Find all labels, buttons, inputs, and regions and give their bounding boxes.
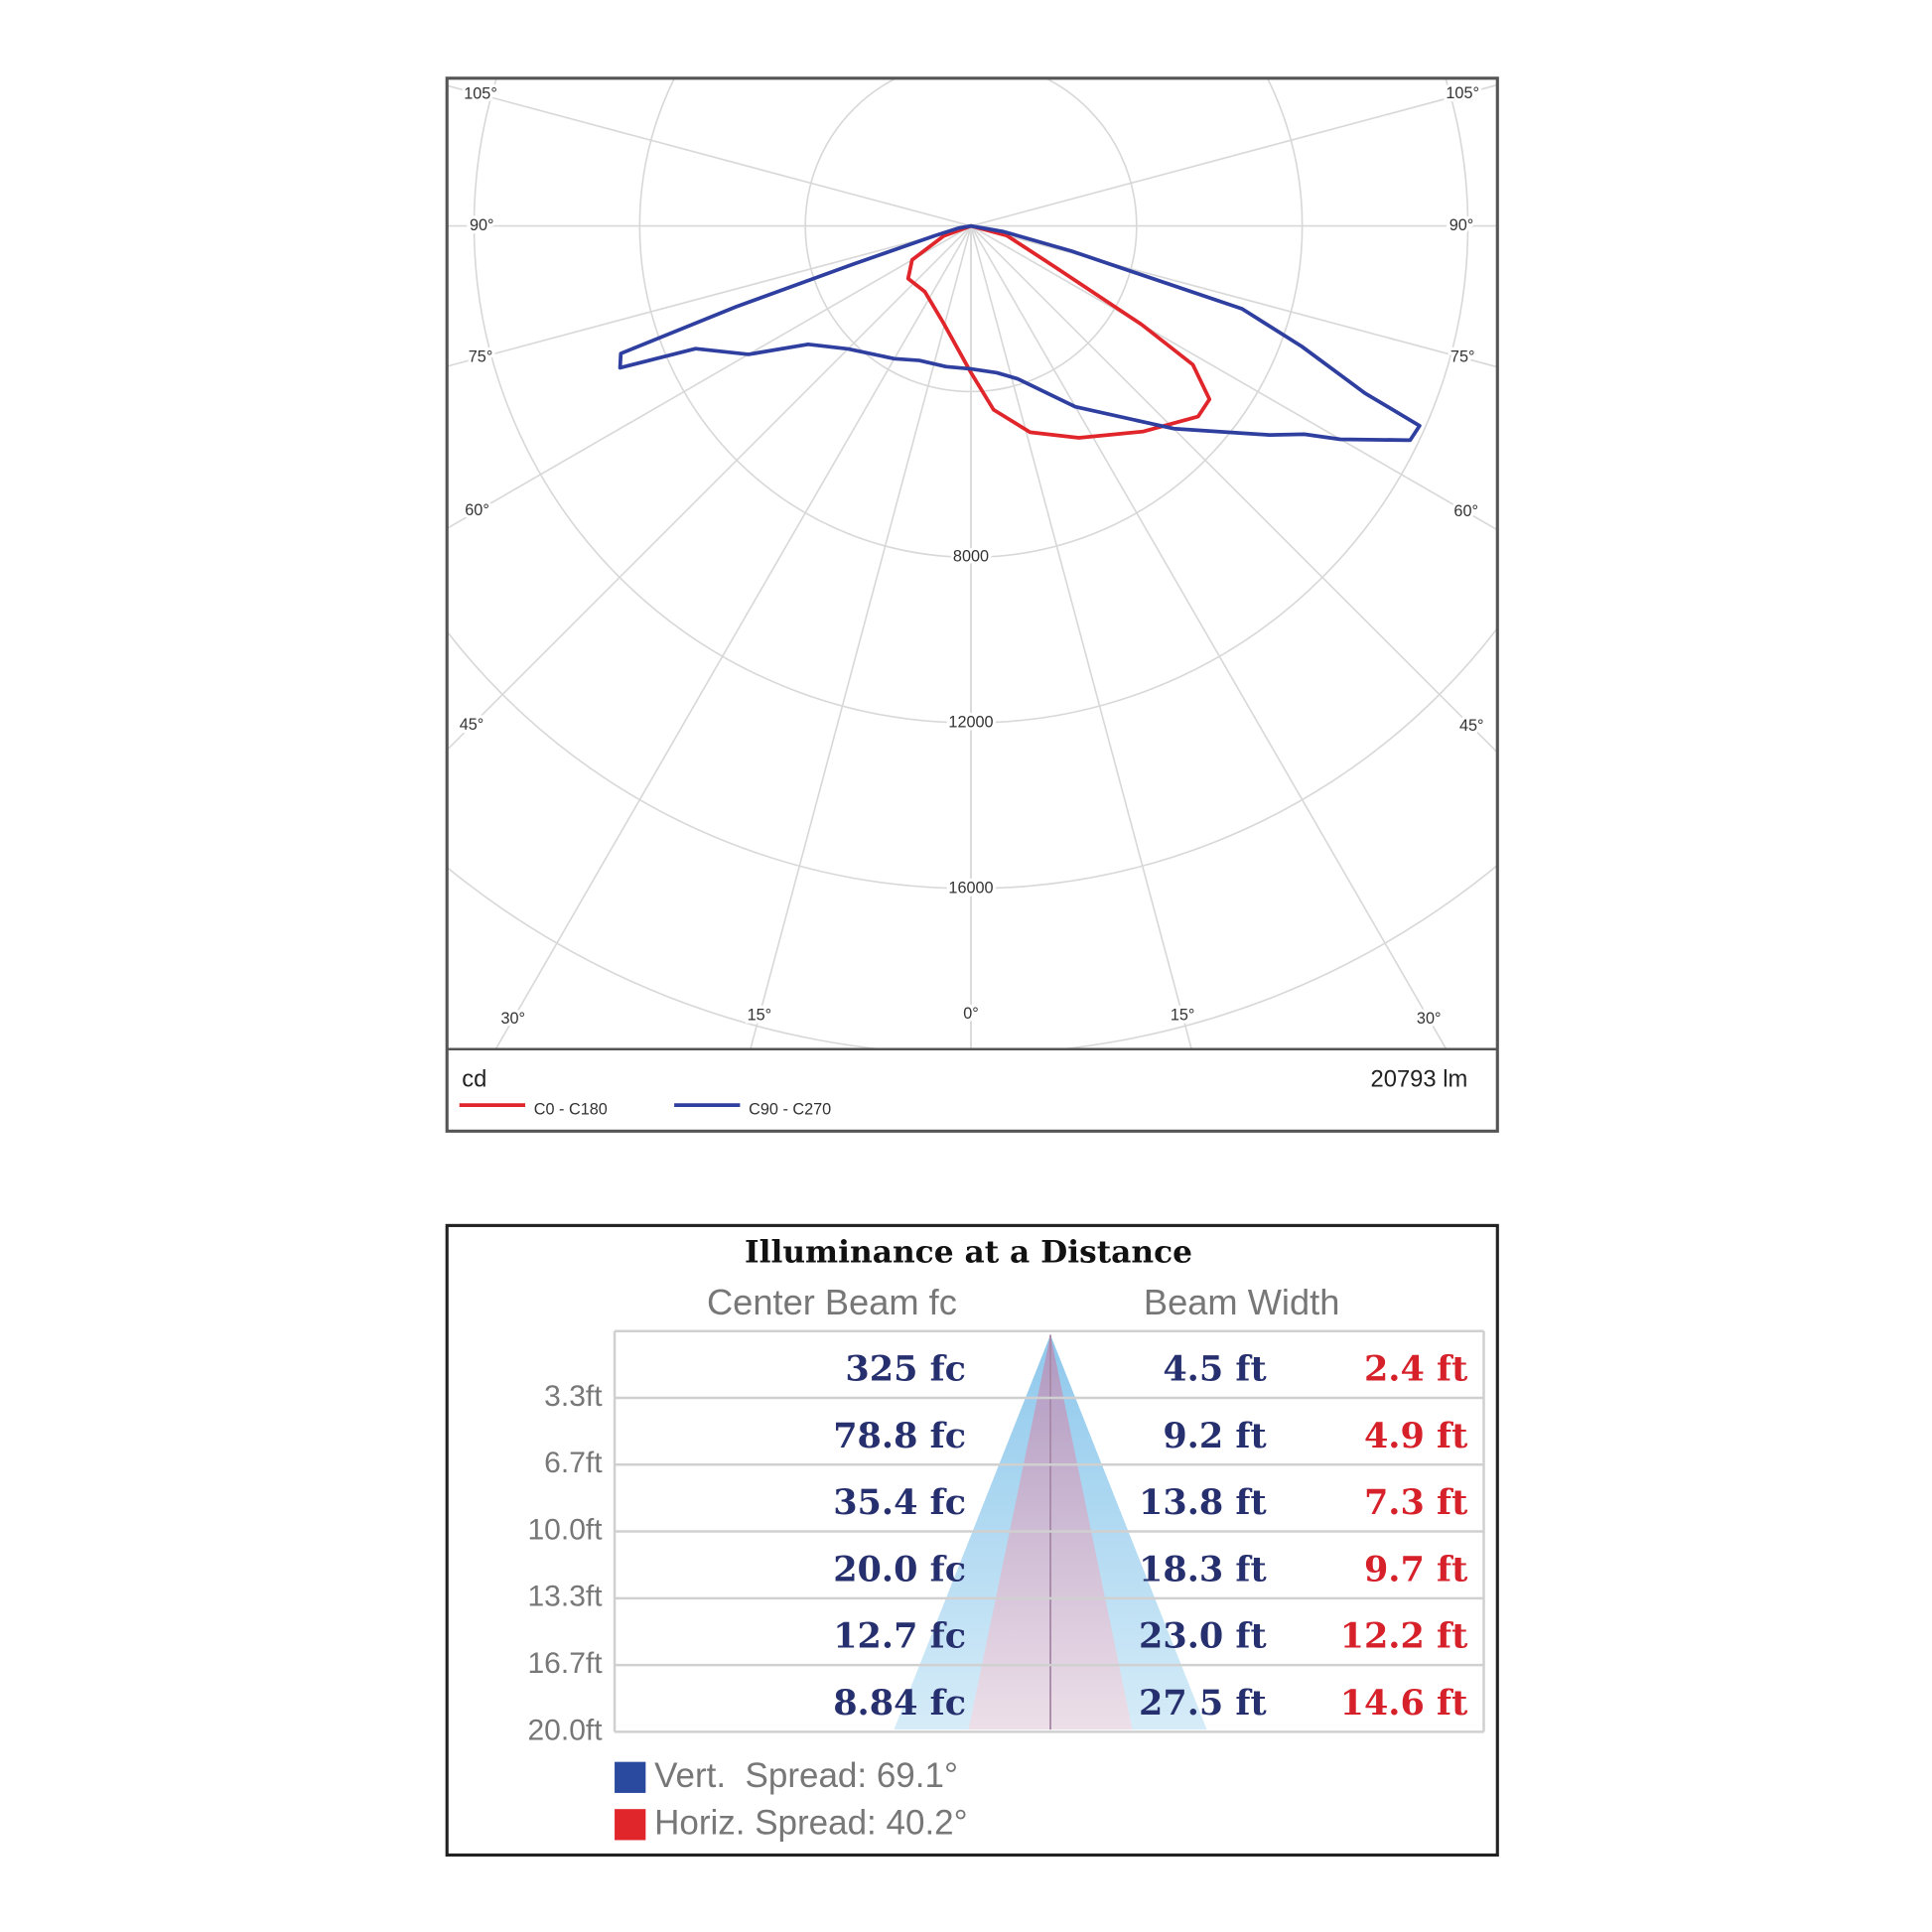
angle-tick-label: 45° bbox=[1459, 717, 1484, 735]
grid-spoke bbox=[970, 224, 1497, 368]
vert-width: 18.3 ft bbox=[1139, 1549, 1267, 1589]
horiz-width: 7.3 ft bbox=[1364, 1482, 1467, 1523]
distance-label: 3.3ft bbox=[544, 1380, 603, 1413]
grid-spoke bbox=[970, 225, 1448, 1049]
table: 3.3ft 325 fc 4.5 ft 2.4 ft 6.7ft 78.8 fc 9.2 f… bbox=[527, 1329, 1485, 1843]
angle-tick-label: 15° bbox=[1171, 1006, 1195, 1024]
vert-width: 27.5 ft bbox=[1139, 1683, 1267, 1724]
vert-width: 23.0 ft bbox=[1139, 1616, 1267, 1657]
horiz-width: 4.9 ft bbox=[1364, 1416, 1467, 1456]
column-header: Beam Width bbox=[1144, 1282, 1339, 1322]
angle-tick-label: 75° bbox=[469, 347, 493, 365]
center-beam: 325 fc bbox=[845, 1349, 966, 1390]
angle-tick-label: 30° bbox=[1417, 1010, 1442, 1028]
legend-label: C0 - C180 bbox=[534, 1100, 608, 1118]
distance-label: 6.7ft bbox=[544, 1447, 603, 1479]
series-curve bbox=[618, 223, 1422, 443]
legend-label: Horiz. Spread: 40.2° bbox=[654, 1804, 968, 1843]
angle-tick-label: 30° bbox=[500, 1010, 525, 1028]
angle-tick-label: 45° bbox=[460, 716, 484, 734]
grid-spoke bbox=[970, 225, 1193, 1049]
horiz-width: 14.6 ft bbox=[1340, 1683, 1468, 1724]
center-beam: 78.8 fc bbox=[833, 1416, 966, 1456]
table-title: Illuminance at a Distance bbox=[745, 1235, 1192, 1271]
center-beam: 20.0 fc bbox=[833, 1549, 966, 1589]
distance-label: 10.0ft bbox=[527, 1513, 603, 1546]
legend-label: Vert. Spread: 69.1° bbox=[654, 1756, 958, 1795]
horiz-width: 9.7 ft bbox=[1364, 1549, 1467, 1589]
grid-spoke bbox=[970, 224, 1497, 530]
center-beam: 35.4 fc bbox=[833, 1482, 966, 1523]
polar-frame bbox=[445, 76, 1499, 1133]
r-tick-label: 16000 bbox=[948, 879, 993, 897]
angle-tick-label: 90° bbox=[470, 216, 494, 234]
legend-swatch bbox=[615, 1761, 646, 1793]
grid-spoke bbox=[447, 225, 972, 752]
angle-tick-label: 0° bbox=[963, 1005, 979, 1023]
r-tick-label: 12000 bbox=[948, 713, 993, 731]
polar-plot bbox=[447, 77, 1497, 1049]
angle-tick-label: 105° bbox=[464, 85, 497, 103]
distance-label: 20.0ft bbox=[527, 1714, 603, 1746]
horiz-width: 12.2 ft bbox=[1340, 1616, 1468, 1657]
distance-label: 13.3ft bbox=[527, 1581, 603, 1613]
vert-width: 9.2 ft bbox=[1163, 1416, 1266, 1456]
unit-label: cd bbox=[462, 1065, 486, 1092]
horiz-width: 2.4 ft bbox=[1364, 1349, 1467, 1390]
flux-label: 20793 lm bbox=[1371, 1065, 1468, 1092]
legend-label: C90 - C270 bbox=[749, 1100, 831, 1118]
grid-spoke bbox=[494, 225, 972, 1049]
angle-tick-label: 15° bbox=[748, 1006, 772, 1024]
angle-tick-label: 60° bbox=[465, 501, 489, 519]
angle-tick-label: 90° bbox=[1449, 216, 1474, 234]
polar-labels: 0°0°15° 15°30° 30°45° 45°60° 60°75° 75°90° 90°… bbox=[457, 81, 1487, 1031]
center-beam: 12.7 fc bbox=[833, 1616, 966, 1657]
angle-tick-label: 0° bbox=[963, 1005, 979, 1023]
legend-swatch bbox=[615, 1809, 646, 1841]
angle-tick-label: 75° bbox=[1450, 348, 1475, 366]
series-curve bbox=[905, 223, 1212, 440]
r-tick-label: 8000 bbox=[953, 548, 989, 566]
distance-label: 16.7ft bbox=[527, 1647, 603, 1680]
grid-spoke bbox=[447, 224, 972, 530]
grid-spoke bbox=[970, 225, 1497, 753]
grid-spoke bbox=[970, 84, 1497, 227]
grid-spoke bbox=[447, 224, 972, 367]
legend: C0 - C180 C90 - C270 bbox=[459, 1100, 831, 1118]
column-header: Center Beam fc bbox=[707, 1282, 957, 1322]
center-beam: 8.84 fc bbox=[833, 1683, 966, 1724]
vert-width: 13.8 ft bbox=[1139, 1482, 1267, 1523]
grid-spoke bbox=[749, 225, 972, 1049]
angle-tick-label: 105° bbox=[1446, 84, 1479, 102]
angle-tick-label: 60° bbox=[1453, 502, 1478, 520]
vert-width: 4.5 ft bbox=[1163, 1349, 1266, 1390]
grid-spoke bbox=[447, 84, 972, 227]
